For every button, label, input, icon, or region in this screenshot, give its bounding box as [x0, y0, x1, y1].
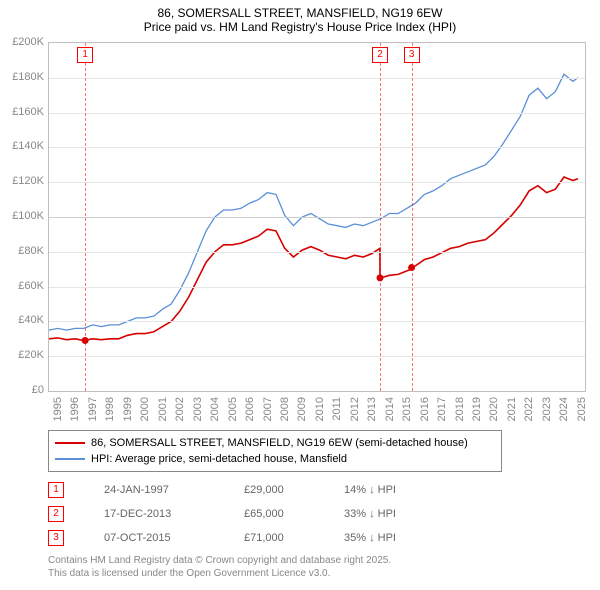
chart-plot-area: 1 23 [48, 42, 586, 392]
y-tick-label: £180K [12, 71, 44, 83]
legend-swatch-price-paid [55, 442, 85, 444]
event-marker-3: 3 [404, 47, 420, 63]
x-tick-label: 2022 [523, 397, 535, 421]
sale-date: 24-JAN-1997 [104, 484, 244, 496]
attribution-line1: Contains HM Land Registry data © Crown c… [48, 554, 391, 567]
x-tick-label: 1999 [122, 397, 134, 421]
x-tick-label: 2005 [227, 397, 239, 421]
sale-pct: 14% ↓ HPI [344, 484, 454, 496]
x-tick-label: 2002 [174, 397, 186, 421]
legend-label-price-paid: 86, SOMERSALL STREET, MANSFIELD, NG19 6E… [91, 435, 468, 451]
x-tick-label: 2021 [506, 397, 518, 421]
legend-swatch-hpi [55, 458, 85, 460]
x-tick-label: 2003 [192, 397, 204, 421]
y-tick-label: £160K [12, 106, 44, 118]
sale-price: £71,000 [244, 532, 344, 544]
x-tick-label: 1995 [52, 397, 64, 421]
series-line-price_paid [49, 177, 578, 341]
x-tick-label: 2000 [139, 397, 151, 421]
x-tick-label: 2020 [488, 397, 500, 421]
x-tick-label: 2004 [209, 397, 221, 421]
sale-date: 07-OCT-2015 [104, 532, 244, 544]
title-block: 86, SOMERSALL STREET, MANSFIELD, NG19 6E… [0, 0, 600, 34]
x-tick-label: 1997 [87, 397, 99, 421]
y-tick-label: £140K [12, 140, 44, 152]
sale-marker-3: 3 [48, 530, 64, 546]
chart-container: 86, SOMERSALL STREET, MANSFIELD, NG19 6E… [0, 0, 600, 590]
x-tick-label: 2025 [576, 397, 588, 421]
x-tick-label: 2006 [244, 397, 256, 421]
x-tick-label: 2018 [454, 397, 466, 421]
table-row: 2 17-DEC-2013 £65,000 33% ↓ HPI [48, 502, 454, 526]
title-line1: 86, SOMERSALL STREET, MANSFIELD, NG19 6E… [0, 6, 600, 20]
sale-pct: 33% ↓ HPI [344, 508, 454, 520]
sale-marker-2: 2 [48, 506, 64, 522]
event-marker-2: 2 [372, 47, 388, 63]
attribution-line2: This data is licensed under the Open Gov… [48, 567, 391, 580]
sales-table: 1 24-JAN-1997 £29,000 14% ↓ HPI 2 17-DEC… [48, 478, 454, 550]
table-row: 1 24-JAN-1997 £29,000 14% ↓ HPI [48, 478, 454, 502]
y-tick-label: £200K [12, 36, 44, 48]
x-tick-label: 2015 [401, 397, 413, 421]
legend: 86, SOMERSALL STREET, MANSFIELD, NG19 6E… [48, 430, 502, 472]
x-tick-label: 2012 [349, 397, 361, 421]
x-tick-label: 1998 [104, 397, 116, 421]
sale-marker-1: 1 [48, 482, 64, 498]
x-tick-label: 2024 [558, 397, 570, 421]
y-tick-label: £20K [18, 349, 44, 361]
x-tick-label: 2017 [436, 397, 448, 421]
y-tick-label: £80K [18, 245, 44, 257]
x-tick-label: 2011 [331, 397, 343, 421]
y-tick-label: £100K [12, 210, 44, 222]
x-tick-label: 2019 [471, 397, 483, 421]
y-tick-label: £0 [32, 384, 44, 396]
y-tick-label: £40K [18, 314, 44, 326]
y-tick-label: £120K [12, 175, 44, 187]
x-tick-label: 2010 [314, 397, 326, 421]
title-line2: Price paid vs. HM Land Registry's House … [0, 20, 600, 34]
event-marker-1: 1 [77, 47, 93, 63]
x-tick-label: 2008 [279, 397, 291, 421]
attribution: Contains HM Land Registry data © Crown c… [48, 554, 391, 580]
x-tick-label: 2014 [384, 397, 396, 421]
legend-row-price-paid: 86, SOMERSALL STREET, MANSFIELD, NG19 6E… [55, 435, 495, 451]
x-tick-label: 2023 [541, 397, 553, 421]
sale-price: £29,000 [244, 484, 344, 496]
x-tick-label: 1996 [69, 397, 81, 421]
y-tick-label: £60K [18, 280, 44, 292]
legend-label-hpi: HPI: Average price, semi-detached house,… [91, 451, 347, 467]
legend-row-hpi: HPI: Average price, semi-detached house,… [55, 451, 495, 467]
x-tick-label: 2013 [366, 397, 378, 421]
sale-date: 17-DEC-2013 [104, 508, 244, 520]
x-tick-label: 2001 [157, 397, 169, 421]
sale-pct: 35% ↓ HPI [344, 532, 454, 544]
sale-price: £65,000 [244, 508, 344, 520]
x-tick-label: 2016 [419, 397, 431, 421]
x-tick-label: 2007 [262, 397, 274, 421]
x-tick-label: 2009 [296, 397, 308, 421]
table-row: 3 07-OCT-2015 £71,000 35% ↓ HPI [48, 526, 454, 550]
